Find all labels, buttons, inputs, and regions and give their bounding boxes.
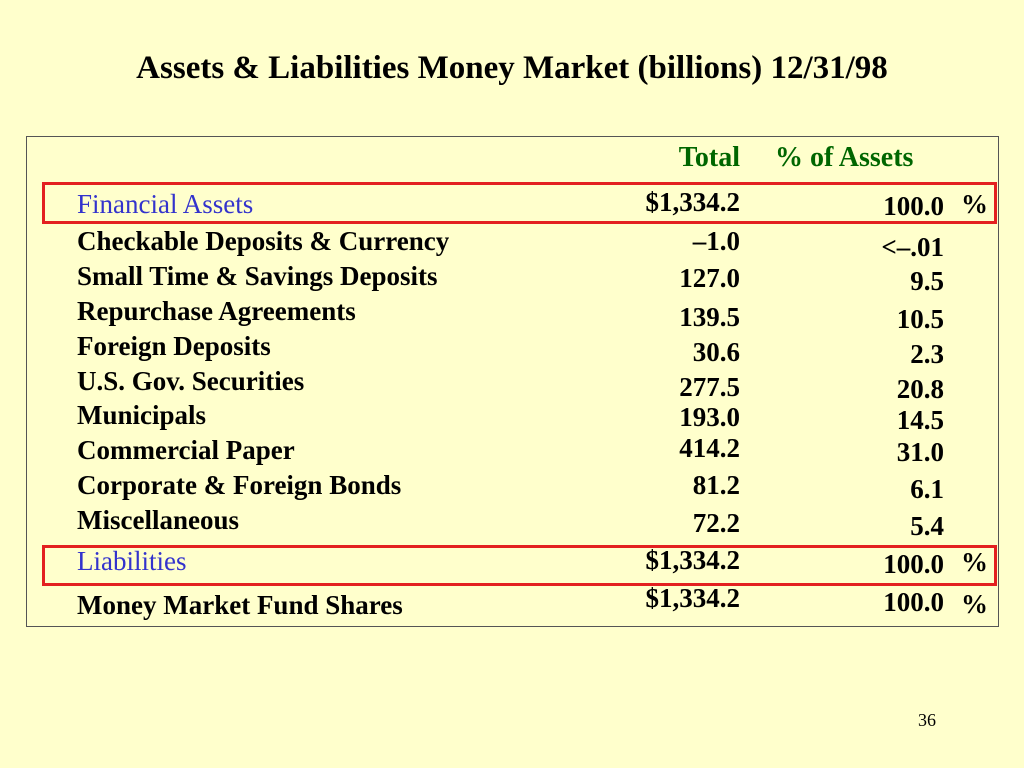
row-percent-repurchase-agreements: 10.5	[896, 304, 944, 334]
row-label-liabilities: Liabilities	[77, 546, 187, 576]
row-label-miscellaneous: Miscellaneous	[77, 505, 239, 535]
row-total-corporate-foreign-bonds: 81.2	[692, 470, 740, 500]
row-percent-miscellaneous: 5.4	[910, 511, 944, 541]
row-total-liabilities: $1,334.2	[645, 545, 741, 575]
row-percent-foreign-deposits: 2.3	[910, 339, 944, 369]
row-label-municipals: Municipals	[77, 400, 207, 430]
row-total-checkable-deposits: –1.0	[692, 226, 740, 256]
row-total-foreign-deposits: 30.6	[692, 337, 740, 367]
row-percent-sign-money-market-fund-shares: %	[961, 589, 988, 619]
row-total-money-market-fund-shares: $1,334.2	[645, 583, 741, 613]
row-label-commercial-paper: Commercial Paper	[77, 435, 295, 465]
row-total-municipals: 193.0	[679, 402, 740, 432]
page-number: 36	[918, 710, 936, 730]
row-total-commercial-paper: 414.2	[679, 433, 740, 463]
column-header-percent-of-assets: % of Assets	[775, 142, 914, 173]
row-total-repurchase-agreements: 139.5	[679, 302, 740, 332]
row-percent-checkable-deposits: <–.01	[881, 232, 944, 262]
row-total-miscellaneous: 72.2	[692, 508, 740, 538]
column-header-total: Total	[678, 142, 740, 173]
row-percent-commercial-paper: 31.0	[896, 437, 944, 467]
row-percent-sign-liabilities: %	[961, 547, 988, 577]
row-percent-financial-assets: 100.0	[883, 191, 944, 221]
highlight-box-financial-assets	[42, 182, 997, 224]
row-label-checkable-deposits: Checkable Deposits & Currency	[77, 226, 450, 256]
row-percent-money-market-fund-shares: 100.0	[883, 587, 944, 617]
highlight-box-liabilities	[42, 545, 997, 586]
row-percent-small-time-savings: 9.5	[910, 266, 944, 296]
row-label-corporate-foreign-bonds: Corporate & Foreign Bonds	[77, 470, 402, 500]
row-total-financial-assets: $1,334.2	[645, 187, 741, 217]
row-percent-sign-financial-assets: %	[961, 189, 988, 219]
row-total-small-time-savings: 127.0	[679, 263, 740, 293]
slide-title: Assets & Liabilities Money Market (billi…	[136, 50, 888, 86]
row-total-us-gov-securities: 277.5	[679, 372, 740, 402]
row-label-us-gov-securities: U.S. Gov. Securities	[77, 366, 305, 396]
row-label-financial-assets: Financial Assets	[77, 189, 254, 219]
row-label-money-market-fund-shares: Money Market Fund Shares	[77, 590, 403, 620]
row-label-small-time-savings: Small Time & Savings Deposits	[77, 261, 438, 291]
table-frame	[26, 136, 999, 627]
row-label-repurchase-agreements: Repurchase Agreements	[77, 296, 356, 326]
row-percent-us-gov-securities: 20.8	[896, 374, 944, 404]
row-percent-liabilities: 100.0	[883, 549, 944, 579]
row-label-foreign-deposits: Foreign Deposits	[77, 331, 271, 361]
row-percent-municipals: 14.5	[896, 405, 944, 435]
row-percent-corporate-foreign-bonds: 6.1	[910, 474, 944, 504]
